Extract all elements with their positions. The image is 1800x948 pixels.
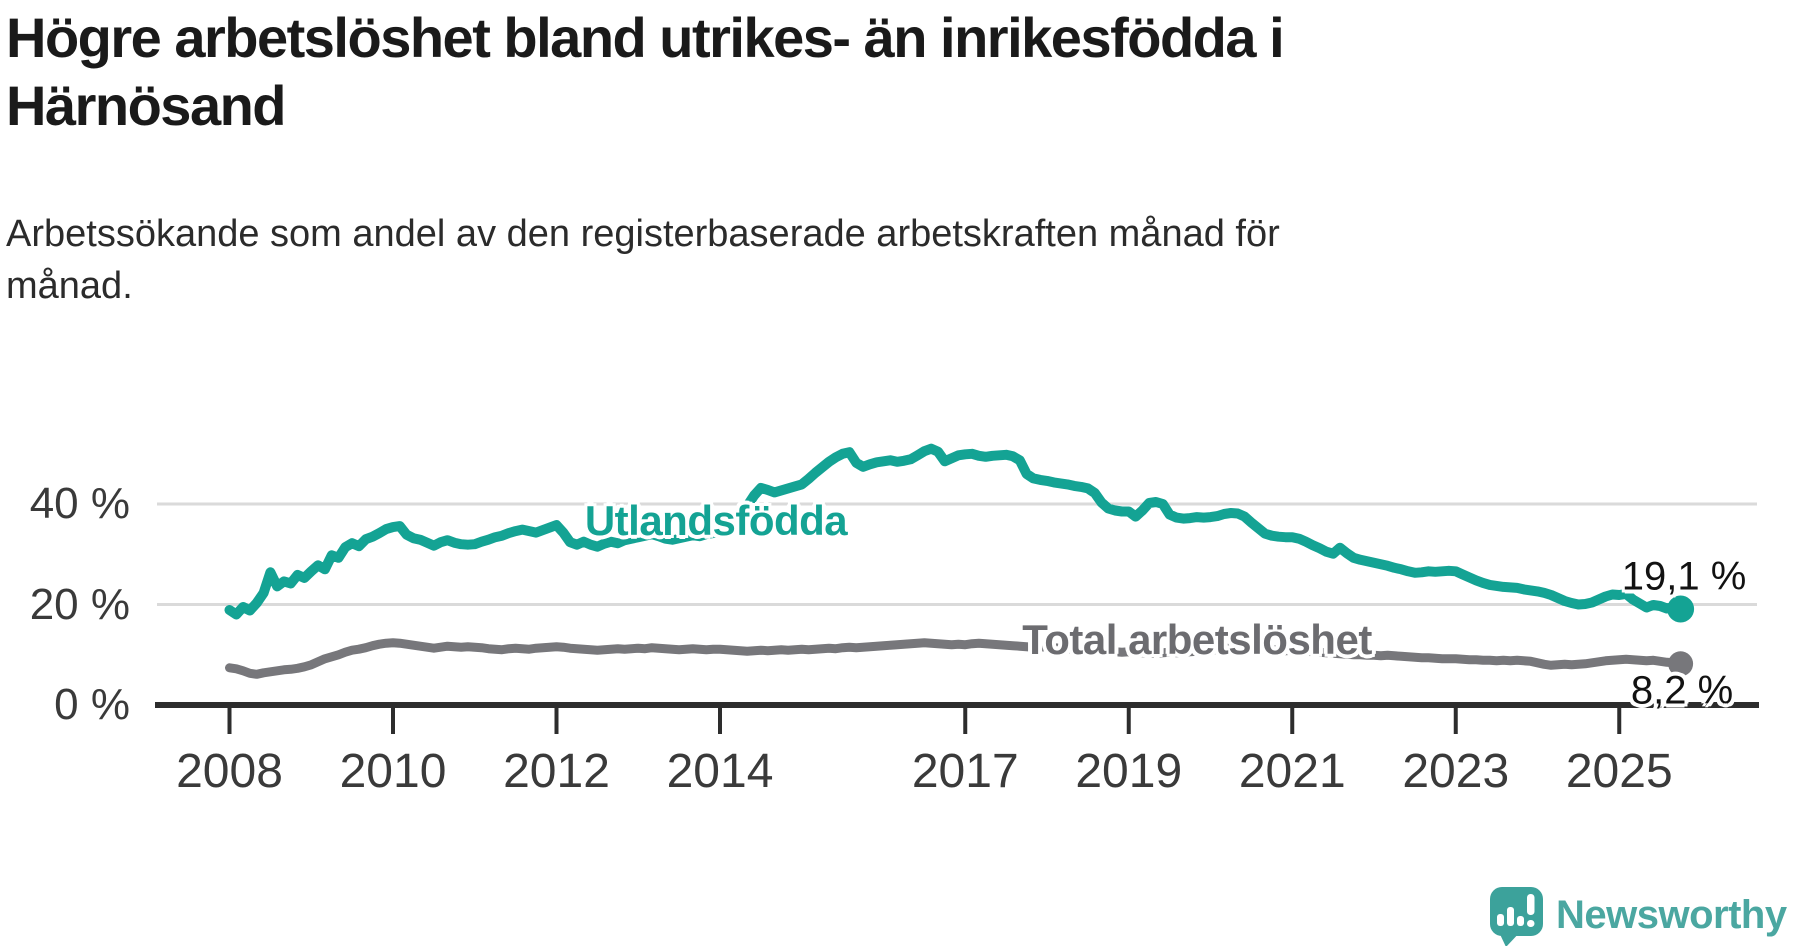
total-arbetsloshet-end-dot (1668, 651, 1694, 677)
y-tick-label-40: 40 % (29, 479, 130, 528)
x-tick-label-2025: 2025 (1565, 745, 1673, 798)
x-tick-label-2017: 2017 (911, 745, 1019, 798)
x-tick-label-2010: 2010 (339, 745, 447, 798)
x-axis-ticks (227, 706, 1622, 734)
newsworthy-logo-text: Newsworthy (1556, 893, 1787, 937)
x-tick-label-2008: 2008 (176, 745, 283, 798)
chart-title-line-2: Härnösand (6, 74, 287, 137)
total-arbetsloshet-line (225, 638, 1686, 679)
utlandsfodda-line (224, 443, 1686, 620)
x-tick-label-2019: 2019 (1075, 745, 1183, 798)
x-tick-label-2012: 2012 (503, 745, 610, 798)
newsworthy-logo-bubble-icon (1490, 887, 1543, 946)
series-label-utlandsfodda: Utlandsfödda (584, 497, 848, 544)
end-value-label-total: 8,2 % (1630, 668, 1734, 713)
chart-subtitle-line-2: månad. (6, 265, 133, 307)
x-tick-label-2021: 2021 (1238, 745, 1346, 798)
y-tick-label-20: 20 % (29, 579, 130, 629)
series-label-total-arbetsloshet: Total arbetslöshet (1022, 616, 1372, 663)
x-tick-label-2023: 2023 (1402, 745, 1510, 798)
end-value-label-utlandsfodda: 19,1 % (1621, 554, 1747, 599)
chart-subtitle: Arbetssökande som andel av den registerb… (6, 208, 1506, 312)
chart-title: Högre arbetslöshet bland utrikes- än inr… (6, 4, 1506, 140)
chart-subtitle-line-1: Arbetssökande som andel av den registerb… (6, 213, 1280, 255)
utlandsfodda-end-dot (1667, 595, 1695, 623)
x-tick-label-2014: 2014 (666, 745, 774, 798)
gridlines (157, 502, 1757, 606)
chart-title-line-1: Högre arbetslöshet bland utrikes- än inr… (6, 6, 1285, 69)
y-tick-label-0: 0 % (54, 680, 130, 729)
newsworthy-logo (1490, 887, 1543, 946)
